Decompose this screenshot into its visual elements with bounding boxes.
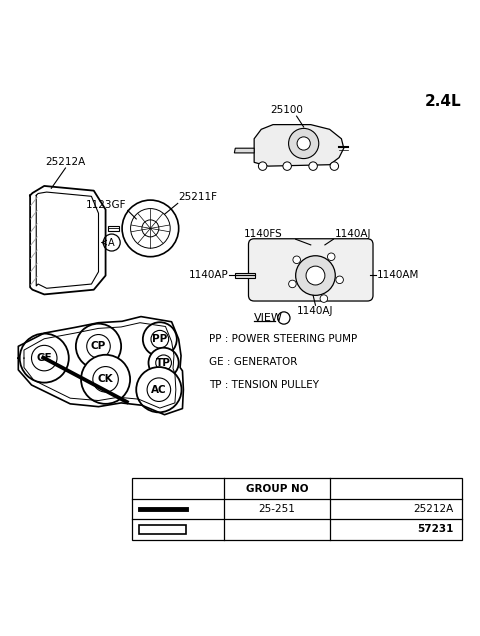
Circle shape [283, 162, 291, 170]
Text: 25212A: 25212A [413, 504, 453, 514]
Circle shape [297, 137, 310, 150]
Circle shape [136, 367, 181, 412]
Circle shape [288, 128, 319, 158]
Text: GE : GENERATOR: GE : GENERATOR [209, 357, 298, 367]
Circle shape [330, 162, 338, 170]
Polygon shape [254, 125, 344, 166]
Circle shape [306, 266, 325, 285]
Text: 2.4L: 2.4L [425, 94, 462, 109]
Text: CP: CP [91, 342, 106, 351]
Text: 1140AM: 1140AM [377, 270, 419, 280]
Text: AC: AC [151, 385, 167, 395]
Circle shape [258, 162, 267, 170]
Text: 1123GF: 1123GF [85, 200, 126, 209]
Text: A: A [108, 237, 115, 247]
Circle shape [293, 256, 300, 263]
Circle shape [296, 256, 335, 295]
Text: VIEW: VIEW [254, 313, 283, 323]
Text: 25212A: 25212A [45, 157, 85, 167]
Text: 57231: 57231 [417, 525, 453, 534]
Circle shape [320, 295, 328, 302]
Text: 1140AJ: 1140AJ [335, 229, 371, 238]
Circle shape [336, 276, 343, 284]
Text: PP: PP [152, 335, 168, 344]
Text: GE: GE [36, 353, 52, 363]
Bar [108, 226, 119, 232]
Text: TP : TENSION PULLEY: TP : TENSION PULLEY [209, 380, 319, 389]
Circle shape [309, 162, 317, 170]
Circle shape [76, 324, 121, 369]
Bar [235, 273, 255, 279]
Circle shape [148, 348, 179, 378]
Text: 1140AJ: 1140AJ [297, 306, 334, 316]
Circle shape [81, 355, 130, 404]
Text: TP: TP [156, 358, 171, 368]
Circle shape [327, 253, 335, 261]
Text: CK: CK [98, 375, 113, 384]
Text: 25100: 25100 [271, 105, 304, 115]
Text: GROUP NO: GROUP NO [246, 483, 308, 494]
Text: PP : POWER STEERING PUMP: PP : POWER STEERING PUMP [209, 335, 358, 344]
Polygon shape [234, 148, 254, 153]
FancyBboxPatch shape [249, 238, 373, 301]
Circle shape [143, 322, 177, 356]
Circle shape [288, 280, 296, 287]
Circle shape [20, 333, 69, 383]
Text: 25-251: 25-251 [258, 504, 295, 514]
Text: 1140AP: 1140AP [189, 270, 228, 280]
Text: 1140FS: 1140FS [244, 229, 282, 238]
Text: 25211F: 25211F [179, 193, 218, 202]
Bar [139, 525, 186, 534]
Bar [132, 478, 462, 540]
